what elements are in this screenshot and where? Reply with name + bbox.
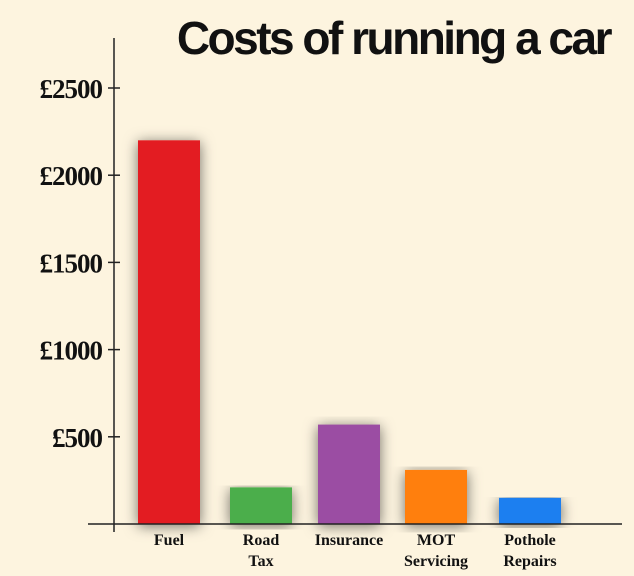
- x-tick-label: Pothole Repairs: [503, 532, 556, 570]
- y-axis-ticks: £500 £1000 £1500 £2000 £2500: [40, 74, 120, 453]
- x-tick-label: Insurance: [315, 532, 383, 549]
- chart-title: Costs of running a car: [177, 12, 613, 64]
- bar: [138, 140, 200, 524]
- x-axis-labels: Fuel Road Tax Insurance MOT Servicing Pothole R…: [154, 532, 557, 570]
- y-tick-label: £1000: [40, 336, 103, 366]
- y-tick-label: £2000: [40, 161, 103, 191]
- x-tick-label: Fuel: [154, 532, 185, 549]
- x-tick-label: MOT Servicing: [404, 532, 468, 570]
- bar: [230, 487, 292, 524]
- bars: [138, 140, 561, 524]
- bar: [499, 497, 561, 524]
- y-tick-label: £1500: [40, 248, 103, 278]
- x-tick-label: Road Tax: [243, 532, 280, 570]
- bar: [318, 424, 380, 524]
- bar: [405, 469, 467, 524]
- y-tick-label: £2500: [40, 74, 103, 104]
- y-tick-label: £500: [52, 423, 103, 453]
